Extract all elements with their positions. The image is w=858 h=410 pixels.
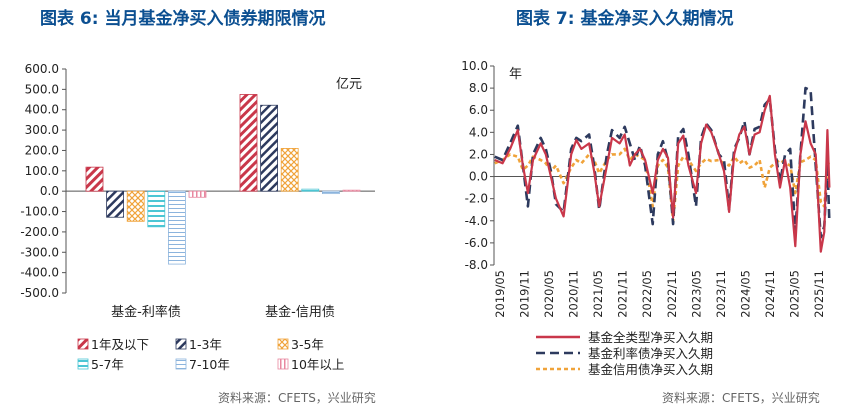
- series-line: [494, 94, 831, 253]
- bar: [301, 188, 320, 192]
- y-tick-label: 0.0: [40, 184, 59, 198]
- bar-chart: -500.0 -400.0 -300.0 -200.0 -100.0 0.0 100.0 20…: [20, 62, 375, 372]
- bar: [85, 166, 104, 192]
- bar: [126, 190, 145, 222]
- legend-swatch: [175, 358, 187, 370]
- legend-label: 7-10年: [189, 357, 230, 372]
- y-tick-label: -4.0: [465, 214, 488, 228]
- y-tick-label: 300.0: [25, 123, 59, 137]
- category-label: 基金-利率债: [111, 304, 181, 320]
- y-tick-label: -2.0: [465, 192, 488, 206]
- x-tick-label: 2020/05: [542, 270, 556, 318]
- unit-label: 亿元: [336, 77, 362, 92]
- bar: [239, 94, 258, 192]
- bar: [321, 190, 340, 195]
- bar: [342, 189, 361, 192]
- x-tick-label: 2019/11: [518, 270, 532, 318]
- x-tick-label: 2024/05: [738, 270, 752, 318]
- x-tick-label: 2025/05: [787, 270, 801, 318]
- bar: [147, 190, 166, 228]
- y-tick-label: 100.0: [25, 164, 59, 178]
- legend-label: 1-3年: [189, 337, 222, 352]
- y-tick-label: -8.0: [465, 258, 488, 272]
- x-tick-label: 2022/11: [665, 270, 679, 318]
- y-tick-label: 600.0: [25, 62, 59, 76]
- bar: [188, 190, 207, 198]
- y-tick-label: -500.0: [20, 286, 59, 300]
- bar: [280, 148, 299, 192]
- y-tick-label: -6.0: [465, 236, 488, 250]
- bar: [260, 104, 279, 192]
- x-tick-label: 2024/11: [763, 270, 777, 318]
- legend-swatch: [77, 338, 89, 350]
- legend-swatch: [277, 338, 289, 350]
- y-tick-label: 0.0: [469, 170, 488, 184]
- y-tick-label: 8.0: [469, 81, 488, 95]
- y-tick-label: -300.0: [20, 245, 59, 259]
- right-source-note: 资料来源：CFETS，兴业研究: [662, 391, 820, 405]
- unit-label: 年: [509, 67, 522, 82]
- left-chart-title: 图表 6: 当月基金净买入债券期限情况: [40, 9, 326, 29]
- x-tick-label: 2021/05: [591, 270, 605, 318]
- x-tick-label: 2022/05: [640, 270, 654, 318]
- left-source-note: 资料来源：CFETS，兴业研究: [218, 391, 376, 405]
- y-tick-label: -400.0: [20, 266, 59, 280]
- category-label: 基金-信用债: [265, 304, 335, 320]
- bar: [106, 190, 124, 218]
- legend-label: 基金全类型净买入久期: [588, 330, 713, 345]
- y-tick-label: -100.0: [20, 205, 59, 219]
- legend-label: 基金利率债净买入久期: [588, 346, 713, 361]
- legend-swatch: [175, 338, 187, 350]
- y-tick-label: 6.0: [469, 103, 488, 117]
- x-tick-label: 2023/05: [689, 270, 703, 318]
- y-tick-label: -200.0: [20, 225, 59, 239]
- x-tick-label: 2025/11: [812, 270, 826, 318]
- y-tick-label: 4.0: [469, 125, 488, 139]
- legend-swatch: [77, 358, 89, 370]
- legend-label: 基金信用债净买入久期: [588, 362, 713, 377]
- legend-swatch: [277, 358, 289, 370]
- legend-label: 5-7年: [91, 357, 124, 372]
- legend-label: 10年以上: [291, 357, 344, 372]
- y-tick-label: 200.0: [25, 143, 59, 157]
- bar: [167, 190, 186, 265]
- legend-label: 1年及以下: [91, 337, 149, 352]
- x-tick-label: 2023/11: [714, 270, 728, 318]
- x-tick-label: 2021/11: [616, 270, 630, 318]
- y-tick-label: 2.0: [469, 147, 488, 161]
- line-chart: -8.0 -6.0 -4.0 -2.0 0.0 2.0 4.0 6.0 8.0 10.0 年 2019…: [461, 59, 831, 377]
- y-tick-label: 500.0: [25, 82, 59, 96]
- x-tick-label: 2019/05: [493, 270, 507, 318]
- right-chart-title: 图表 7: 基金净买入久期情况: [516, 9, 734, 29]
- y-tick-label: 400.0: [25, 103, 59, 117]
- y-tick-label: 10.0: [461, 59, 488, 73]
- legend-label: 3-5年: [291, 337, 324, 352]
- x-tick-label: 2020/11: [567, 270, 581, 318]
